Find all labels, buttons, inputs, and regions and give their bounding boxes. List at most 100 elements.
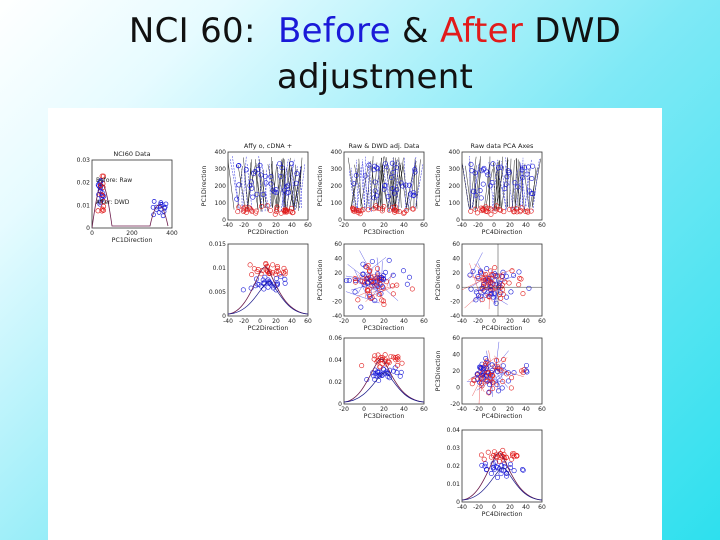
data-point bbox=[494, 357, 500, 363]
connector-line bbox=[242, 156, 247, 207]
connector-line bbox=[462, 164, 470, 209]
y-axis-label: PC1Direction bbox=[435, 166, 442, 207]
connector-line bbox=[519, 161, 527, 207]
connector-line bbox=[413, 158, 416, 209]
y-axis-label: PC2Direction bbox=[435, 260, 442, 301]
data-point bbox=[285, 182, 291, 188]
data-point bbox=[268, 173, 274, 179]
connector-line bbox=[474, 263, 496, 283]
data-point bbox=[492, 285, 498, 291]
data-point bbox=[500, 363, 506, 369]
x-tick-label: 20 bbox=[506, 504, 514, 511]
x-tick-label: -40 bbox=[457, 406, 467, 413]
data-point bbox=[381, 302, 387, 308]
data-point bbox=[374, 193, 380, 199]
data-point bbox=[480, 281, 486, 287]
data-point bbox=[362, 173, 368, 179]
data-point bbox=[275, 280, 281, 286]
data-point bbox=[375, 166, 381, 172]
data-point bbox=[270, 187, 276, 193]
data-point bbox=[524, 208, 530, 214]
data-point bbox=[488, 454, 494, 460]
x-axis-label: PC4Direction bbox=[482, 325, 523, 332]
density-curve bbox=[228, 281, 308, 315]
connector-line bbox=[501, 161, 507, 211]
connector-line bbox=[351, 168, 360, 208]
connector-line bbox=[294, 165, 302, 211]
data-point bbox=[359, 278, 365, 284]
data-point bbox=[355, 297, 361, 303]
data-point bbox=[492, 277, 498, 283]
data-point bbox=[478, 195, 484, 201]
data-point bbox=[473, 289, 479, 295]
y-tick-label: 0.06 bbox=[329, 335, 343, 342]
connector-line bbox=[393, 162, 402, 211]
density-curve bbox=[344, 358, 424, 403]
data-point bbox=[493, 464, 499, 470]
connector-line bbox=[283, 169, 291, 207]
data-point bbox=[289, 161, 295, 167]
y-tick-label: 0.02 bbox=[329, 379, 343, 386]
data-point bbox=[369, 295, 375, 301]
connector-line bbox=[299, 163, 306, 209]
data-point bbox=[472, 170, 478, 176]
data-point bbox=[375, 266, 381, 272]
y-tick-label: 300 bbox=[331, 166, 343, 173]
data-point bbox=[98, 178, 104, 184]
data-point bbox=[470, 188, 476, 194]
legend-after: After: DWD bbox=[96, 199, 130, 206]
data-point bbox=[270, 262, 276, 268]
data-point bbox=[379, 208, 385, 214]
data-point bbox=[505, 370, 511, 376]
data-point bbox=[379, 372, 385, 378]
data-point bbox=[372, 179, 378, 185]
panel-frame bbox=[91, 159, 173, 229]
data-point bbox=[492, 364, 498, 370]
data-point bbox=[475, 376, 481, 382]
data-point bbox=[381, 186, 387, 192]
connector-line bbox=[298, 157, 303, 211]
data-point bbox=[100, 203, 107, 209]
data-point bbox=[379, 284, 385, 290]
data-point bbox=[479, 297, 485, 303]
data-point bbox=[247, 183, 253, 189]
data-point bbox=[529, 175, 535, 181]
data-point bbox=[495, 165, 501, 171]
data-point bbox=[154, 204, 159, 210]
y-tick-label: 100 bbox=[331, 200, 343, 207]
data-point bbox=[511, 370, 517, 376]
data-point bbox=[469, 381, 475, 387]
data-point bbox=[378, 290, 384, 296]
data-point bbox=[376, 206, 382, 212]
y-tick-label: 0 bbox=[86, 225, 90, 232]
data-point bbox=[350, 208, 356, 214]
data-point bbox=[381, 367, 387, 373]
data-point bbox=[273, 276, 279, 282]
data-point bbox=[478, 268, 484, 274]
data-point bbox=[403, 182, 409, 188]
data-point bbox=[392, 204, 398, 210]
x-tick-label: 0 bbox=[492, 318, 496, 325]
panel-marks bbox=[344, 250, 415, 310]
data-point bbox=[520, 291, 526, 297]
y-tick-label: 0 bbox=[456, 284, 460, 291]
y-tick-label: -20 bbox=[450, 401, 460, 408]
connector-line bbox=[361, 162, 370, 210]
data-point bbox=[479, 462, 485, 468]
density-curve bbox=[462, 452, 542, 501]
data-point bbox=[499, 385, 505, 391]
data-point bbox=[246, 205, 252, 211]
connector-line bbox=[501, 159, 509, 208]
data-point bbox=[506, 280, 512, 286]
data-point bbox=[372, 353, 378, 359]
panel-p14: Raw data PCA Axes -40 -20 0 20 40 60 PC4Directi… bbox=[435, 142, 546, 236]
data-point bbox=[480, 207, 486, 213]
y-tick-label: 0 bbox=[338, 284, 342, 291]
data-point bbox=[514, 453, 520, 459]
title-after: After bbox=[439, 11, 524, 51]
data-point bbox=[520, 370, 526, 376]
data-point bbox=[100, 198, 107, 205]
y-tick-label: 0 bbox=[222, 313, 226, 320]
y-tick-label: 200 bbox=[331, 183, 343, 190]
